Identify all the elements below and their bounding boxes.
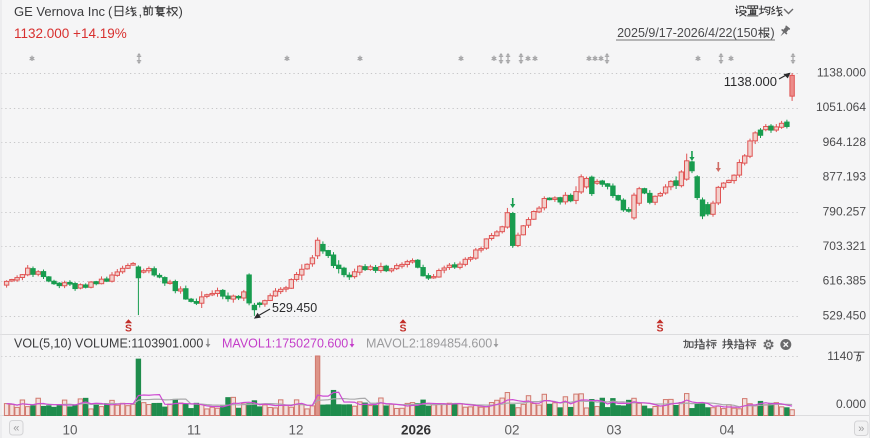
svg-text:10: 10	[62, 423, 77, 438]
svg-text:790.257: 790.257	[823, 204, 867, 218]
svg-text:03: 03	[606, 423, 621, 438]
svg-text:«: «	[13, 423, 19, 435]
svg-text:11: 11	[187, 423, 201, 438]
svg-text:MAVOL2:1894854.600: MAVOL2:1894854.600	[366, 337, 492, 351]
svg-text:964.128: 964.128	[823, 135, 867, 149]
svg-text:529.450: 529.450	[823, 308, 867, 322]
svg-text:616.385: 616.385	[823, 274, 867, 288]
svg-text:529.450: 529.450	[272, 301, 317, 315]
svg-text:12: 12	[288, 423, 303, 438]
svg-text:VOL(5,10): VOL(5,10)	[14, 337, 72, 351]
svg-text:S: S	[656, 323, 663, 335]
svg-text:703.321: 703.321	[823, 239, 867, 253]
svg-text:0.000: 0.000	[836, 397, 866, 411]
svg-text:1138.000: 1138.000	[724, 74, 777, 89]
svg-text:VOLUME:1103901.000: VOLUME:1103901.000	[75, 337, 203, 351]
svg-text:1132.000 +14.19%: 1132.000 +14.19%	[14, 26, 127, 41]
svg-text:1051.064: 1051.064	[816, 100, 866, 114]
svg-text:877.193: 877.193	[823, 170, 867, 184]
svg-text:GE Vernova Inc: GE Vernova Inc	[14, 4, 106, 19]
svg-text:S: S	[125, 323, 132, 335]
svg-text:04: 04	[719, 423, 735, 438]
svg-text:1138.000: 1138.000	[817, 66, 866, 80]
svg-text:(: (	[108, 4, 113, 19]
svg-text:»: »	[858, 423, 864, 435]
svg-text:02: 02	[504, 423, 519, 438]
svg-text:2025/9/17-2026/4/22(150: 2025/9/17-2026/4/22(150	[617, 26, 757, 40]
svg-text:,: ,	[139, 4, 143, 19]
svg-text:1140: 1140	[827, 349, 853, 363]
svg-text:MAVOL1:1750270.600: MAVOL1:1750270.600	[222, 337, 348, 351]
svg-text:2026: 2026	[401, 423, 432, 438]
svg-text:S: S	[399, 323, 406, 335]
svg-text:): )	[179, 4, 183, 19]
svg-text:): )	[771, 26, 775, 40]
